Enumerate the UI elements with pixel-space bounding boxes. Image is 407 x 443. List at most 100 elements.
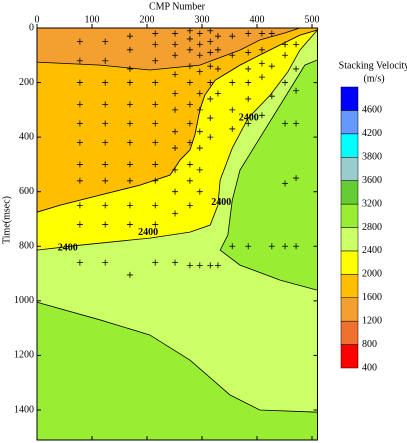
- shot-point: [186, 120, 193, 127]
- shot-point: [207, 79, 214, 86]
- shot-point: [196, 52, 203, 59]
- plot-frame: [36, 27, 318, 441]
- shot-point: [186, 177, 193, 184]
- shot-point: [172, 166, 179, 173]
- shot-point: [207, 262, 214, 269]
- contour-region: [36, 27, 301, 71]
- shot-point: [293, 243, 300, 250]
- shot-point: [268, 243, 275, 250]
- shot-point: [207, 38, 214, 45]
- shot-point: [229, 52, 236, 59]
- shot-point: [76, 120, 83, 127]
- shot-point: [282, 79, 289, 86]
- shot-point: [76, 57, 83, 64]
- colorbar-band: [340, 344, 359, 369]
- shot-point: [207, 49, 214, 56]
- shot-point: [214, 46, 221, 53]
- shot-point: [196, 188, 203, 195]
- colorbar-label: 400: [362, 362, 377, 373]
- shot-point: [186, 79, 193, 86]
- shot-point: [126, 139, 133, 146]
- shot-point: [229, 125, 236, 132]
- shot-point: [126, 33, 133, 40]
- x-tick-label: 400: [250, 14, 265, 25]
- shot-point: [214, 262, 221, 269]
- shot-point: [102, 202, 109, 209]
- shot-point: [282, 120, 289, 127]
- shot-point: [152, 259, 159, 266]
- shot-point: [102, 120, 109, 127]
- x-tick-label: 100: [85, 14, 100, 25]
- shot-point: [102, 177, 109, 184]
- shot-point: [126, 65, 133, 72]
- shot-point: [258, 74, 265, 81]
- colorbar-band: [340, 227, 359, 252]
- colorbar-band: [340, 203, 359, 228]
- y-tick-label: 1400: [14, 404, 34, 415]
- shot-point: [214, 33, 221, 40]
- shot-point: [126, 271, 133, 278]
- colorbar-label: 800: [362, 339, 377, 350]
- shot-point: [102, 38, 109, 45]
- colorbar-band: [340, 110, 359, 135]
- shot-point: [207, 27, 214, 34]
- shot-point: [207, 63, 214, 70]
- shot-point: [76, 202, 83, 209]
- shot-point: [293, 175, 300, 182]
- shot-point: [186, 27, 193, 34]
- colorbar-band: [340, 133, 359, 158]
- y-tick-label: 1000: [14, 295, 34, 306]
- shot-point: [186, 35, 193, 42]
- colorbar-band: [340, 250, 359, 275]
- shot-point: [214, 65, 221, 72]
- contour-label: 2400: [239, 112, 259, 123]
- shot-point: [229, 33, 236, 40]
- shot-point: [126, 202, 133, 209]
- shot-point: [245, 243, 252, 250]
- shot-point: [268, 93, 275, 100]
- shot-point: [196, 68, 203, 75]
- x-tick-label: 200: [140, 14, 155, 25]
- shot-point: [245, 95, 252, 102]
- shot-point: [282, 52, 289, 59]
- shot-point: [172, 106, 179, 113]
- shot-point: [293, 120, 300, 127]
- shot-point: [245, 30, 252, 37]
- shot-point: [152, 202, 159, 209]
- shot-point: [282, 41, 289, 48]
- shot-point: [229, 243, 236, 250]
- shot-point: [186, 139, 193, 146]
- y-tick-label: 1200: [14, 350, 34, 361]
- shot-point: [258, 60, 265, 67]
- y-tick-label: 600: [19, 186, 34, 197]
- shot-point: [152, 41, 159, 48]
- colorbar-band: [340, 157, 359, 181]
- colorbar-band: [340, 274, 359, 299]
- x-tick-label: 300: [195, 14, 210, 25]
- colorbar-label: 1600: [362, 292, 382, 303]
- shot-point: [126, 120, 133, 127]
- shot-point: [196, 166, 203, 173]
- shot-point: [207, 115, 214, 122]
- colorbar-label: 3800: [362, 152, 382, 163]
- shot-point: [172, 90, 179, 97]
- shot-point: [102, 79, 109, 86]
- shot-point: [229, 106, 236, 113]
- shot-point: [126, 161, 133, 168]
- colorbar-label: 4600: [362, 105, 382, 116]
- shot-point: [245, 49, 252, 56]
- shot-point: [102, 161, 109, 168]
- shot-point: [258, 46, 265, 53]
- shot-point: [258, 30, 265, 37]
- y-tick-label: 0: [29, 22, 34, 33]
- shot-point: [186, 262, 193, 269]
- colorbar-band: [340, 86, 359, 111]
- shot-point: [245, 120, 252, 127]
- colorbar-band: [340, 297, 359, 322]
- shot-point: [172, 210, 179, 217]
- y-axis-title: Time(msec): [1, 196, 12, 244]
- shot-point: [172, 30, 179, 37]
- colorbar-label: 1200: [362, 315, 382, 326]
- y-tick-label: 800: [19, 241, 34, 252]
- shot-point: [186, 161, 193, 168]
